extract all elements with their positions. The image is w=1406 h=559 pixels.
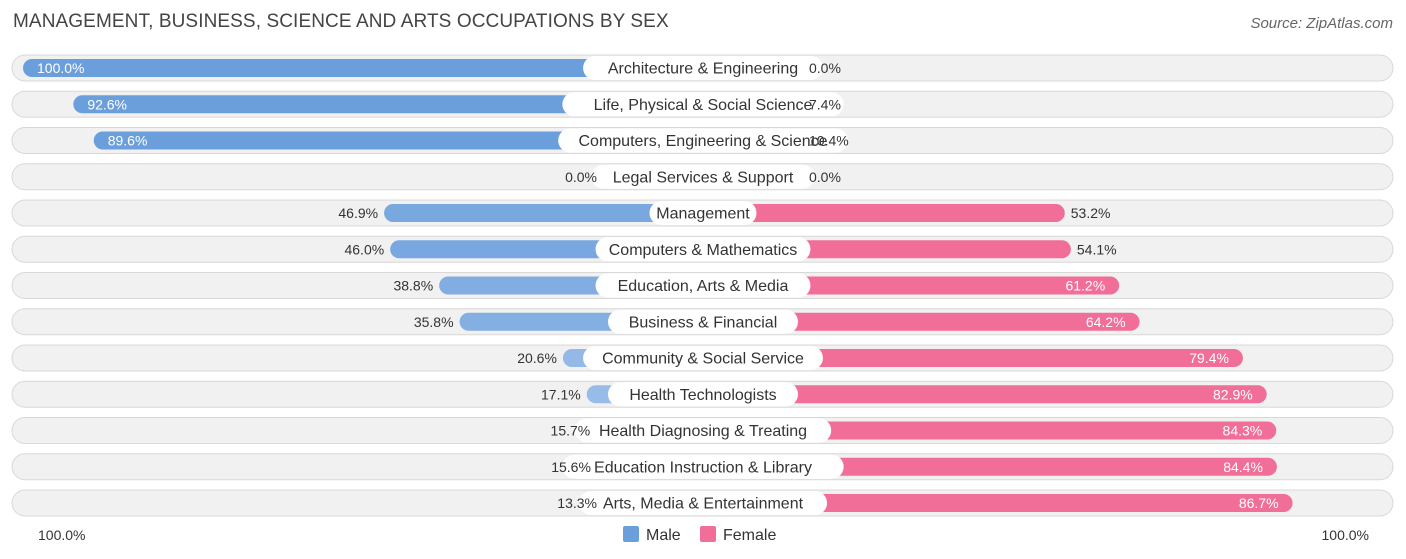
category-label: Education, Arts & Media <box>618 278 789 295</box>
category-label-box <box>595 237 811 262</box>
female-bar <box>703 349 1243 367</box>
male-bar <box>23 59 703 77</box>
male-value-label: 35.8% <box>414 314 454 330</box>
axis-left-label: 100.0% <box>38 527 85 543</box>
female-value-label: 82.9% <box>1213 386 1253 402</box>
female-value-label: 61.2% <box>1065 278 1105 294</box>
male-value-label: 100.0% <box>37 60 84 76</box>
female-value-label: 84.3% <box>1223 423 1263 439</box>
male-value-label: 38.8% <box>393 278 433 294</box>
male-value-label: 89.6% <box>108 133 148 149</box>
female-value-label: 64.2% <box>1086 314 1126 330</box>
male-value-label: 15.6% <box>551 459 591 475</box>
female-value-label: 84.4% <box>1223 459 1263 475</box>
chart-title: MANAGEMENT, BUSINESS, SCIENCE AND ARTS O… <box>13 11 669 32</box>
category-label: Computers, Engineering & Science <box>578 133 827 150</box>
female-bar <box>703 421 1277 440</box>
axis-right-label: 100.0% <box>1322 527 1369 543</box>
category-label: Health Technologists <box>629 387 776 404</box>
female-value-label: 7.4% <box>809 96 841 112</box>
male-value-label: 20.6% <box>517 350 557 366</box>
female-value-label: 10.4% <box>809 133 849 149</box>
female-value-label: 79.4% <box>1189 350 1229 366</box>
category-label-box <box>608 309 798 334</box>
female-bar <box>703 457 1277 476</box>
male-bar <box>93 131 704 150</box>
category-label-box <box>583 56 823 80</box>
category-label-box <box>583 346 823 370</box>
male-bar <box>384 204 703 222</box>
category-label: Computers & Mathematics <box>609 242 798 259</box>
male-value-label: 15.7% <box>551 423 591 439</box>
category-label-box <box>649 201 757 225</box>
male-value-label: 46.0% <box>344 241 384 257</box>
legend-male-swatch <box>623 526 639 542</box>
category-label: Management <box>656 206 750 223</box>
category-label: Architecture & Engineering <box>608 61 798 78</box>
category-label-box <box>591 164 815 189</box>
male-value-label: 17.1% <box>541 386 581 402</box>
female-value-label: 54.1% <box>1077 241 1117 257</box>
category-label-box <box>574 418 832 443</box>
female-value-label: 0.0% <box>809 60 841 76</box>
category-label: Education Instruction & Library <box>594 459 812 476</box>
category-label-box <box>578 491 828 515</box>
category-label-box <box>562 92 844 117</box>
category-label: Community & Social Service <box>602 351 804 368</box>
category-label: Business & Financial <box>629 314 778 331</box>
category-label-box <box>608 382 798 407</box>
category-label-box <box>558 128 848 153</box>
female-bar <box>703 385 1267 404</box>
category-label: Legal Services & Support <box>613 169 794 186</box>
female-value-label: 53.2% <box>1071 205 1111 221</box>
female-bar <box>703 494 1293 512</box>
category-label: Arts, Media & Entertainment <box>603 496 804 513</box>
male-value-label: 46.9% <box>338 205 378 221</box>
legend-female-label: Female <box>723 527 776 544</box>
legend-female-swatch <box>700 526 716 542</box>
male-value-label: 92.6% <box>87 96 127 112</box>
male-bar <box>73 95 703 114</box>
male-value-label: 13.3% <box>557 495 597 511</box>
male-value-label: 0.0% <box>565 169 597 185</box>
female-value-label: 86.7% <box>1239 495 1279 511</box>
source-note: Source: ZipAtlas.com <box>1250 15 1393 32</box>
female-value-label: 0.0% <box>809 169 841 185</box>
category-label: Life, Physical & Social Science <box>594 97 813 114</box>
category-label-box <box>562 454 844 479</box>
category-label-box <box>595 273 811 298</box>
category-label: Health Diagnosing & Treating <box>599 423 807 440</box>
female-bar <box>703 312 1140 331</box>
legend-male-label: Male <box>646 527 681 544</box>
female-bar <box>703 204 1065 222</box>
